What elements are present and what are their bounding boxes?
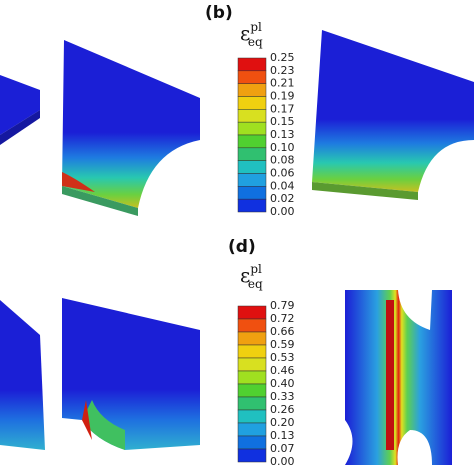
hotspot [82,400,125,450]
specimen [62,298,200,450]
colorbar-segment [237,121,267,136]
specimen-side [312,182,418,200]
colorbar-tick-label: 0.33 [270,390,295,403]
symbol: ε [240,263,250,287]
colorbar-tick-label: 0.79 [270,299,295,312]
hotspot [82,400,92,440]
colorbar-title: εpl eq [240,262,263,291]
specimen-side [62,186,138,216]
colorbar-tick-label: 0.13 [270,429,295,442]
colorbar-tick-label: 0.20 [270,416,295,429]
colorbar-tick-label: 0.46 [270,364,295,377]
specimen [62,40,200,208]
colorbar-segment [237,186,267,200]
colorbar-tick-label: 0.59 [270,338,295,351]
colorbar-tick-label: 0.21 [270,77,295,90]
superscript: pl [250,262,262,276]
colorbar-tick-label: 0.17 [270,102,295,115]
colorbar-segment [237,448,267,463]
colorbar-segment [237,96,267,110]
colorbar-tick-label: 0.25 [270,51,295,64]
colorbar-tick-label: 0.04 [270,179,295,192]
colorbar-segment [237,134,267,149]
specimen [0,75,40,135]
colorbar-segment [237,357,267,372]
colorbar-tick-label: 0.06 [270,167,295,180]
symbol: ε [240,21,250,45]
colorbar-title: εpl eq [240,20,263,49]
colorbar-tick-label: 0.19 [270,90,295,103]
panel-label: (b) [205,3,233,23]
colorbar-segment [237,435,267,450]
colorbar-segment [237,70,267,84]
specimen [312,30,474,192]
colorbar-segment [237,370,267,385]
colorbar-tick-label: 0.08 [270,154,295,167]
colorbar-segment [237,396,267,411]
colorbar-segment [237,331,267,346]
colorbar-segment [237,173,267,187]
specimen [345,290,452,465]
colorbar-tick-label: 0.66 [270,325,295,338]
colorbar-segment [237,147,267,161]
panel-label: (d) [228,237,256,257]
colorbar-segment [237,318,267,333]
specimen-side [0,110,40,145]
subscript: eq [248,35,263,49]
colorbar-segment [237,160,267,174]
colorbar-tick-label: 0.40 [270,377,295,390]
colorbar-tick-label: 0.26 [270,403,295,416]
colorbar-tick-label: 0.53 [270,351,295,364]
colorbar-segment [237,198,267,213]
colorbar-tick-label: 0.07 [270,442,295,455]
colorbar-segment [237,422,267,437]
specimen [0,300,45,450]
colorbar-tick-label: 0.00 [270,205,295,218]
colorbar-tick-label: 0.72 [270,312,295,325]
hotspot [62,172,95,192]
colorbar-segment [237,383,267,398]
colorbar-segment [237,305,267,320]
colorbar-segment [237,57,267,72]
hotspot [386,300,394,450]
colorbar-segment [237,83,267,97]
colorbar-tick-label: 0.02 [270,192,295,205]
colorbar-tick-label: 0.13 [270,128,295,141]
subscript: eq [248,277,263,291]
colorbar-segment [237,409,267,424]
colorbar-tick-label: 0.10 [270,141,295,154]
colorbar-tick-label: 0.15 [270,115,295,128]
colorbar-tick-label: 0.23 [270,64,295,77]
colorbar-segment [237,109,267,123]
colorbar-segment [237,344,267,359]
colorbar-tick-label: 0.00 [270,455,295,468]
superscript: pl [250,20,262,34]
